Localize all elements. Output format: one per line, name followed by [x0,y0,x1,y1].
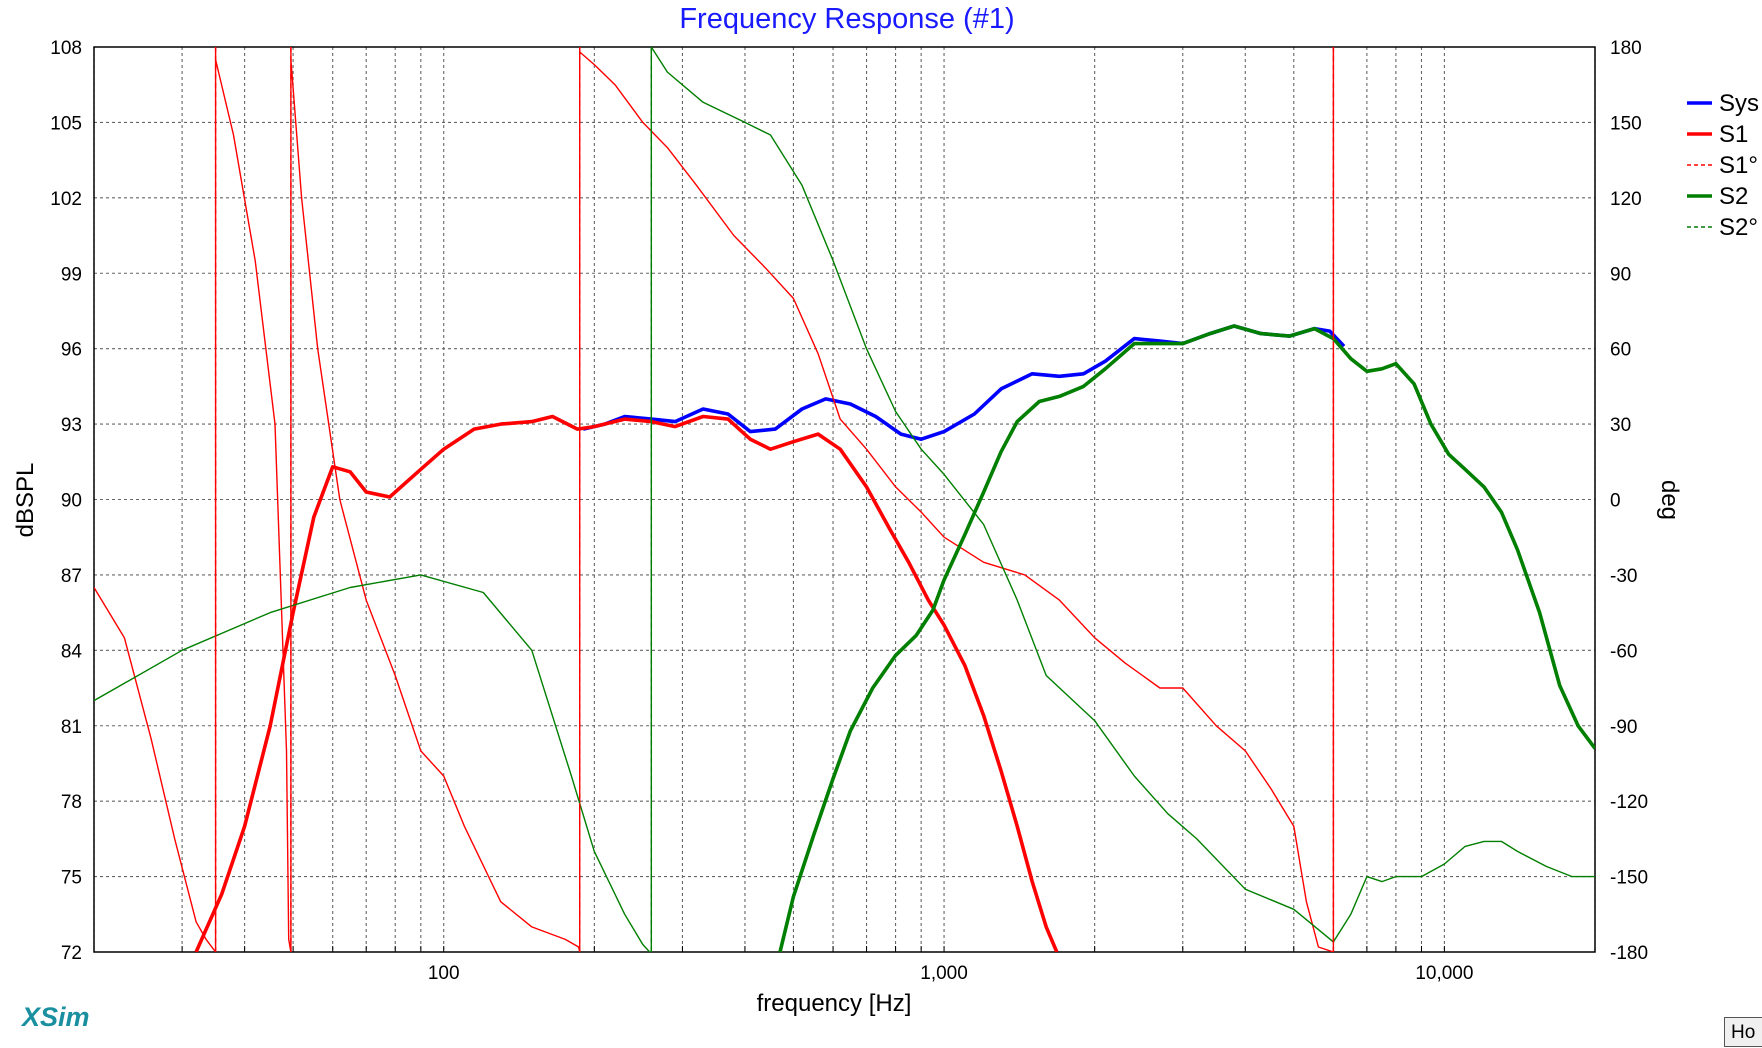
y2-tick-label: 150 [1610,113,1642,134]
y-tick-label: 96 [61,340,82,361]
y-tick-label: 93 [61,415,82,436]
y-tick-label: 72 [61,943,82,964]
y2-axis-label: deg [1656,480,1683,520]
y-tick-label: 81 [61,717,82,738]
y2-tick-label: 120 [1610,189,1642,210]
y2-tick-label: -90 [1610,717,1637,738]
y2-tick-label: -120 [1610,792,1648,813]
legend-label: S1° [1719,152,1758,179]
series-line-sys [582,324,1346,441]
y2-tick-label: -180 [1610,943,1648,964]
y-tick-label: 84 [61,641,83,662]
y2-tick-label: 90 [1610,264,1631,285]
legend-label: S1 [1719,121,1748,148]
y2-tick-label: 0 [1610,491,1621,512]
y-tick-label: 78 [61,792,82,813]
y-tick-label: 87 [61,566,82,587]
grid [93,46,1596,953]
x-tick-label: 1,000 [920,963,968,984]
plot-area [93,46,1596,953]
series-lines [94,47,1595,952]
y2-tick-label: -150 [1610,868,1648,889]
y2-tick-label: 180 [1610,38,1642,59]
xsim-logo: XSim [20,1002,90,1032]
y-tick-label: 105 [50,113,82,134]
chart-title: Frequency Response (#1) [679,3,1014,35]
x-tick-label: 100 [428,963,460,984]
y-axis-label: dBSPL [12,463,39,538]
y2-tick-label: 60 [1610,340,1631,361]
legend: Sys S1 S1° S2 S2° [1687,90,1759,241]
y-tick-label: 108 [50,38,82,59]
series-line-s2 [778,324,1595,952]
y-tick-label: 90 [61,491,82,512]
legend-label: Sys [1719,90,1759,117]
axis-ticks: 72 -180 75 -150 78 -120 81 -90 84 -60 87 -30 90 0 93 30… [50,38,1648,984]
x-axis-label: frequency [Hz] [757,990,912,1017]
legend-label: S2° [1719,214,1758,241]
y2-tick-label: -30 [1610,566,1637,587]
y-tick-label: 99 [61,264,82,285]
series-line-s1 [194,414,1059,952]
y2-tick-label: 30 [1610,415,1631,436]
y2-tick-label: -60 [1610,641,1637,662]
x-tick-label: 10,000 [1415,963,1473,984]
legend-label: S2 [1719,183,1748,210]
series-line-s2-phase [94,47,1595,952]
hold-button[interactable]: Ho [1724,1017,1762,1047]
y-tick-label: 102 [50,189,82,210]
y-tick-label: 75 [61,868,82,889]
